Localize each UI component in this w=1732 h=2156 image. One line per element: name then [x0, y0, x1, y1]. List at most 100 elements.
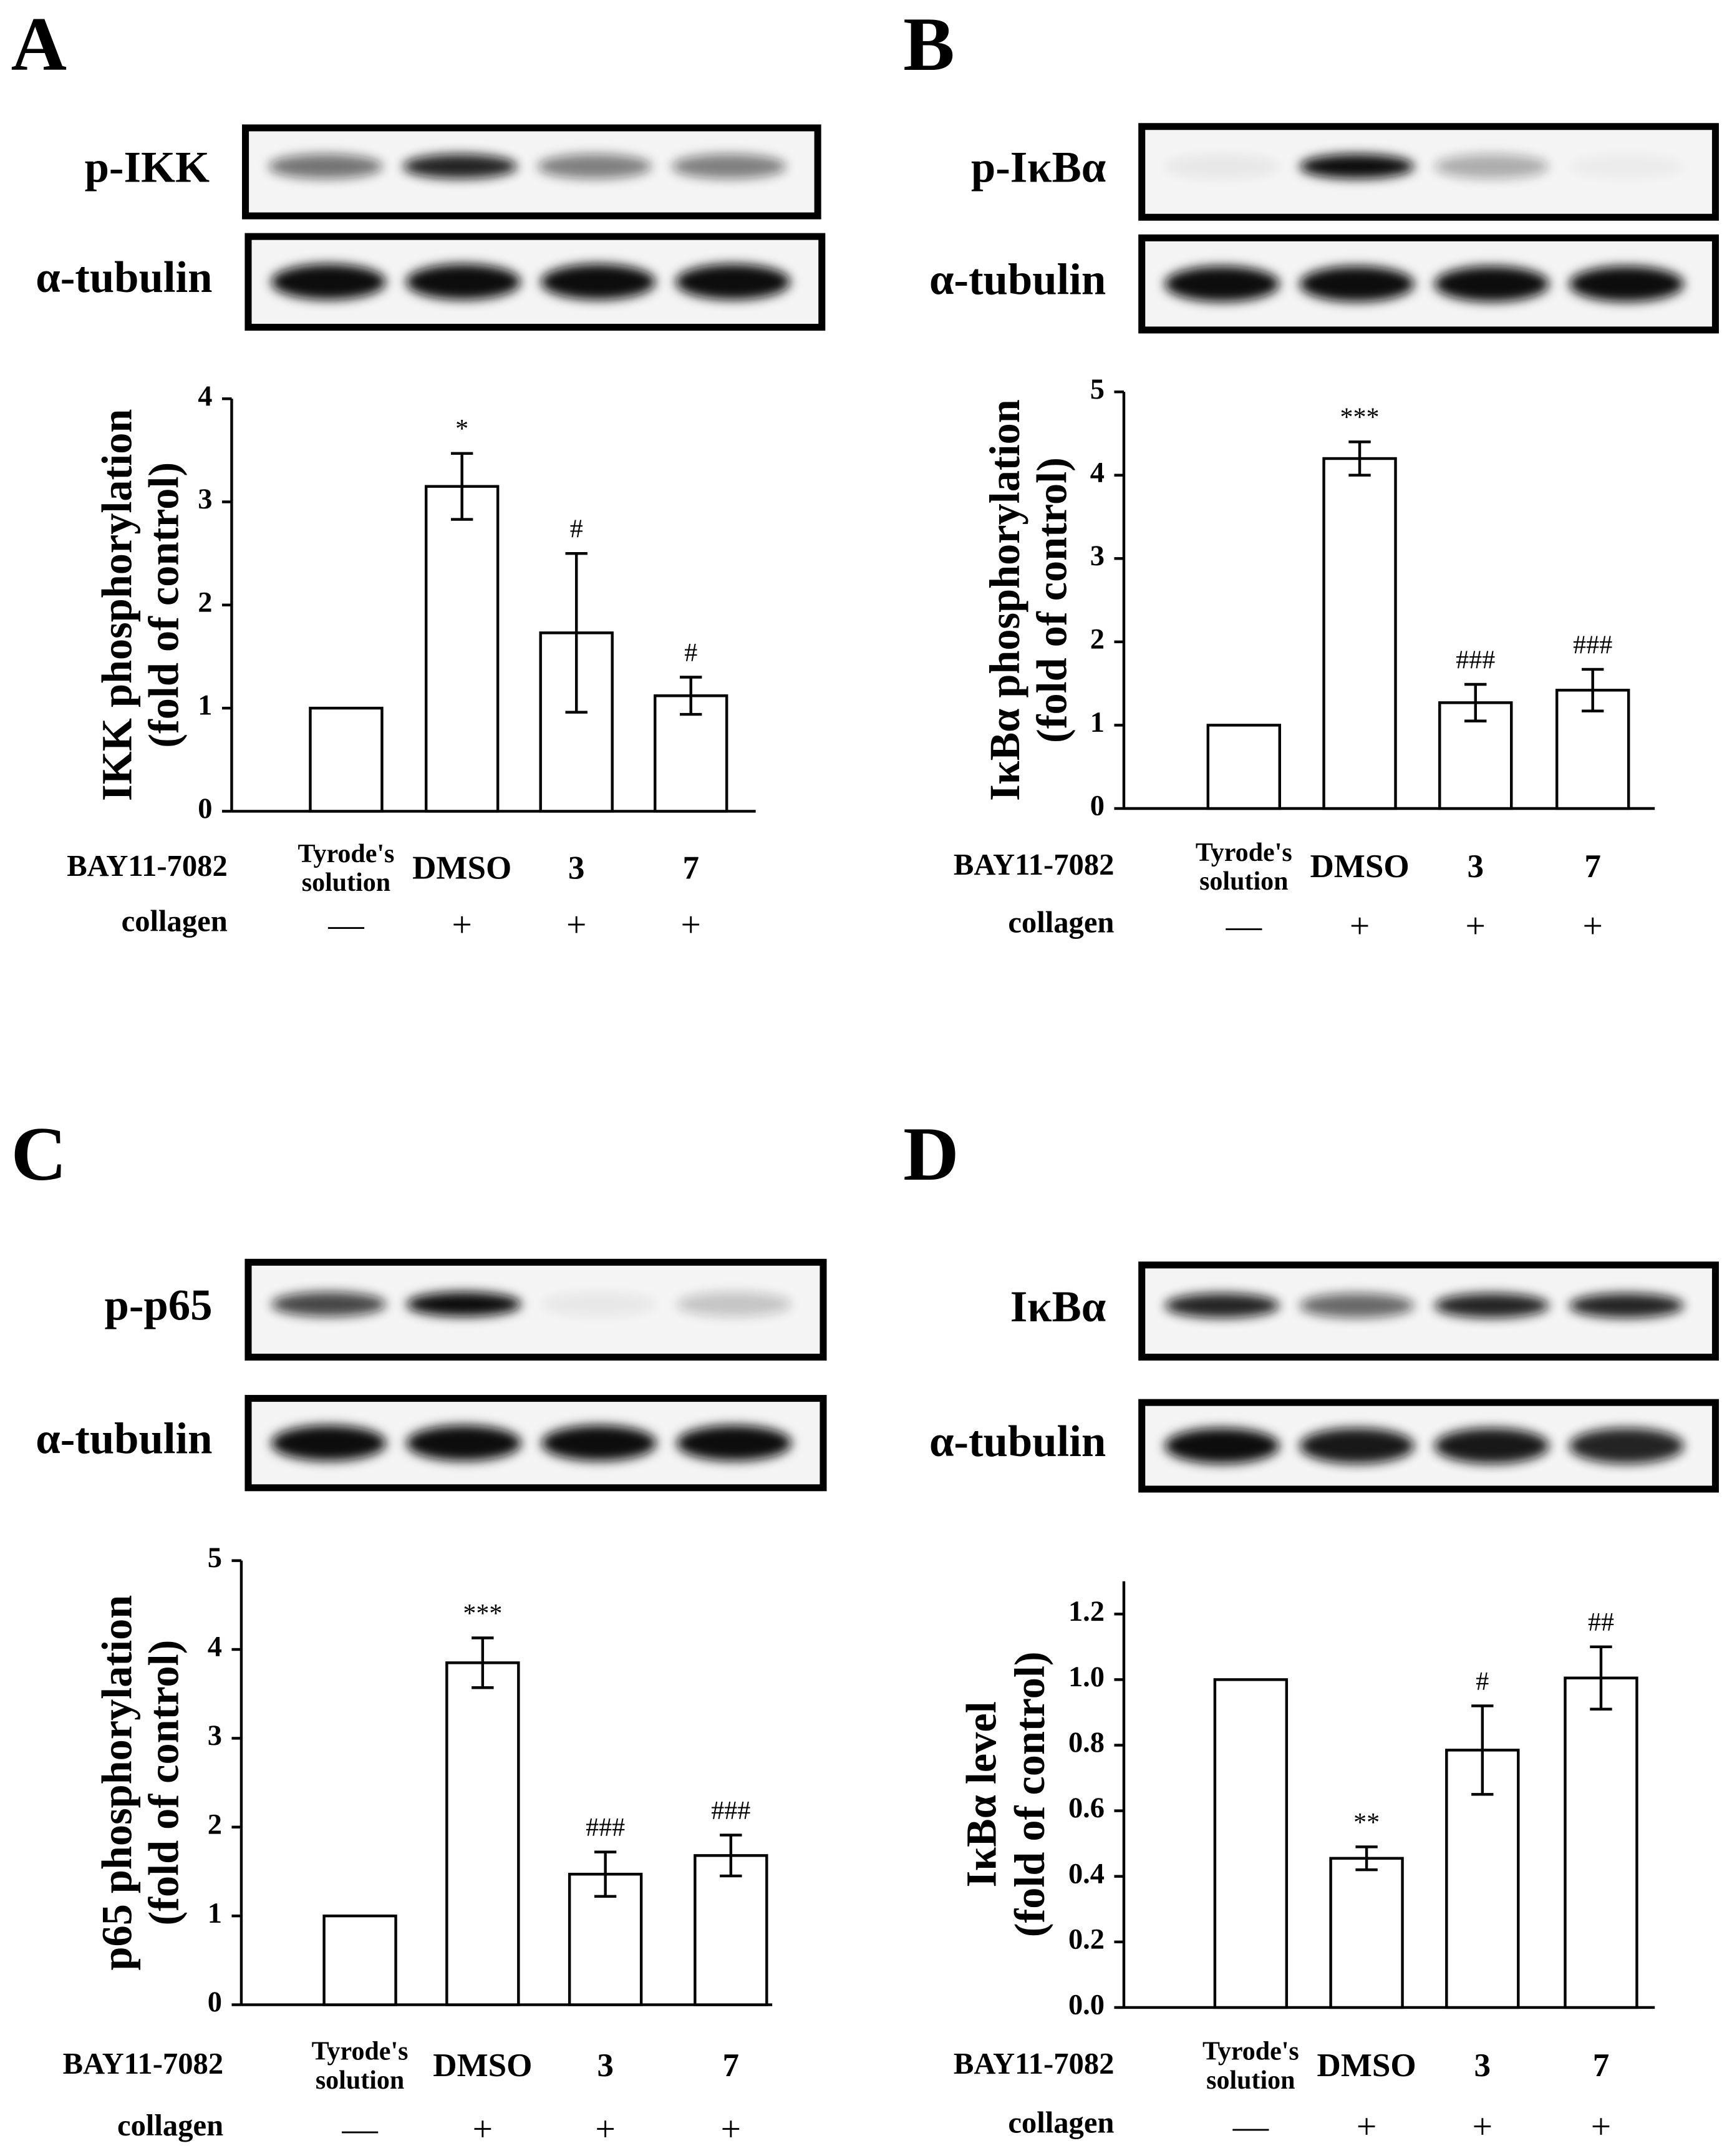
- blot-band: [271, 1291, 387, 1317]
- blot-band: [405, 264, 521, 300]
- y-axis-label: IκBα phosphorylation: [981, 399, 1028, 801]
- significance-label: **: [1353, 1809, 1380, 1837]
- y-tick-label: 2: [208, 1809, 222, 1840]
- treatment-label: BAY11-7082: [954, 848, 1115, 881]
- y-tick-label: 4: [1090, 457, 1105, 488]
- x-tick-label: 7: [1592, 2047, 1610, 2084]
- blot-band: [1299, 1293, 1415, 1318]
- y-tick-label: 1: [1090, 707, 1105, 739]
- collagen-sign: +: [595, 2110, 615, 2149]
- x-category: 7: [1584, 849, 1601, 885]
- x-tick-label: Tyrode's solution: [311, 2037, 409, 2096]
- x-category: DMSO: [1310, 850, 1409, 883]
- y-axis-label: (fold of control): [1028, 457, 1075, 743]
- x-tick-label: 7: [1584, 849, 1601, 885]
- x-category: DMSO: [412, 850, 512, 886]
- bar: [309, 706, 384, 813]
- bar: [539, 631, 614, 813]
- y-tick-label: 0: [1090, 790, 1105, 822]
- blot-band: [672, 153, 786, 179]
- blot-band: [676, 1425, 792, 1461]
- blot-band: [1299, 153, 1415, 179]
- significance-label: ###: [586, 1814, 625, 1842]
- x-tick-label: Tyrode's solution: [298, 840, 395, 898]
- bar: [322, 1914, 397, 2006]
- y-tick-label: 0.2: [1068, 1924, 1105, 1956]
- x-category: 7: [1592, 2047, 1610, 2084]
- collagen-sign: +: [1357, 2107, 1376, 2146]
- x-tick-label: Tyrode's solution: [1202, 2037, 1299, 2096]
- collagen-label: collagen: [1008, 2106, 1114, 2140]
- x-tick-label: Tyrode's solution: [1195, 838, 1292, 897]
- y-tick-label: 0.8: [1068, 1727, 1105, 1759]
- x-category: Tyrode's solution: [298, 840, 395, 898]
- x-tick-label: DMSO: [433, 2047, 533, 2084]
- bar: [1322, 457, 1397, 810]
- blot-label: α-tubulin: [929, 1417, 1106, 1466]
- blot-band: [1299, 266, 1415, 302]
- blot-label: p-p65: [105, 1281, 213, 1330]
- blot-band: [271, 1425, 387, 1461]
- treatment-label: BAY11-7082: [63, 2047, 224, 2081]
- x-tick-label: DMSO: [1317, 2047, 1416, 2084]
- x-tick-label: 7: [722, 2047, 740, 2084]
- blot-band: [675, 264, 791, 300]
- blot-band: [1164, 266, 1280, 302]
- collagen-label: collagen: [1008, 906, 1114, 940]
- y-tick-label: 3: [198, 483, 212, 515]
- collagen-label: collagen: [122, 904, 228, 938]
- y-tick-label: 1.2: [1068, 1596, 1105, 1628]
- y-tick-label: 0.0: [1068, 1989, 1105, 2021]
- x-category: Tyrode's solution: [311, 2037, 409, 2096]
- collagen-sign: +: [1591, 2107, 1611, 2146]
- blot-band: [1434, 1427, 1549, 1464]
- y-tick-label: 4: [198, 381, 212, 412]
- significance-label: ***: [1340, 404, 1380, 432]
- blot-band: [541, 1291, 657, 1317]
- x-category: 7: [722, 2047, 740, 2084]
- collagen-sign: —: [1226, 906, 1262, 946]
- blot-band: [402, 153, 518, 179]
- y-tick-label: 2: [198, 586, 212, 618]
- y-tick-label: 1: [208, 1898, 222, 1930]
- x-category: 7: [682, 852, 699, 885]
- y-tick-label: 0.6: [1068, 1792, 1105, 1824]
- x-category: 3: [568, 852, 585, 885]
- significance-label: ###: [1456, 646, 1495, 674]
- significance-label: ###: [711, 1797, 750, 1825]
- blot-band: [1164, 1293, 1280, 1318]
- x-category: 3: [597, 2049, 614, 2082]
- significance-label: *: [455, 415, 468, 444]
- bar: [1564, 1676, 1638, 2009]
- x-tick-label: 3: [1467, 849, 1484, 885]
- significance-label: ***: [463, 1600, 502, 1628]
- collagen-sign: —: [327, 905, 364, 944]
- bar: [1329, 1857, 1404, 2009]
- collagen-sign: +: [721, 2110, 741, 2149]
- x-tick-label: DMSO: [412, 850, 512, 886]
- bar: [568, 1873, 643, 2006]
- y-axis-label: (fold of control): [1006, 1651, 1053, 1937]
- blot-band: [541, 1425, 657, 1461]
- collagen-sign: +: [1466, 906, 1486, 946]
- bar: [424, 485, 500, 813]
- y-tick-label: 5: [208, 1542, 222, 1574]
- y-tick-label: 0.4: [1068, 1858, 1105, 1890]
- collagen-sign: +: [1582, 906, 1602, 946]
- y-tick-label: 3: [208, 1720, 222, 1752]
- y-tick-label: 1: [198, 690, 212, 722]
- blot-label: α-tubulin: [929, 255, 1106, 304]
- y-tick-label: 0: [208, 1986, 222, 2018]
- blot-band: [537, 153, 652, 179]
- significance-label: ##: [1588, 1608, 1614, 1637]
- collagen-sign: —: [341, 2110, 378, 2149]
- blot-band: [1569, 154, 1684, 179]
- panel-letter: D: [903, 1111, 959, 1197]
- collagen-sign: +: [452, 905, 472, 944]
- y-tick-label: 3: [1090, 540, 1105, 572]
- x-category: Tyrode's solution: [1195, 838, 1292, 897]
- panel-letter: B: [903, 1, 955, 87]
- bar: [445, 1661, 520, 2006]
